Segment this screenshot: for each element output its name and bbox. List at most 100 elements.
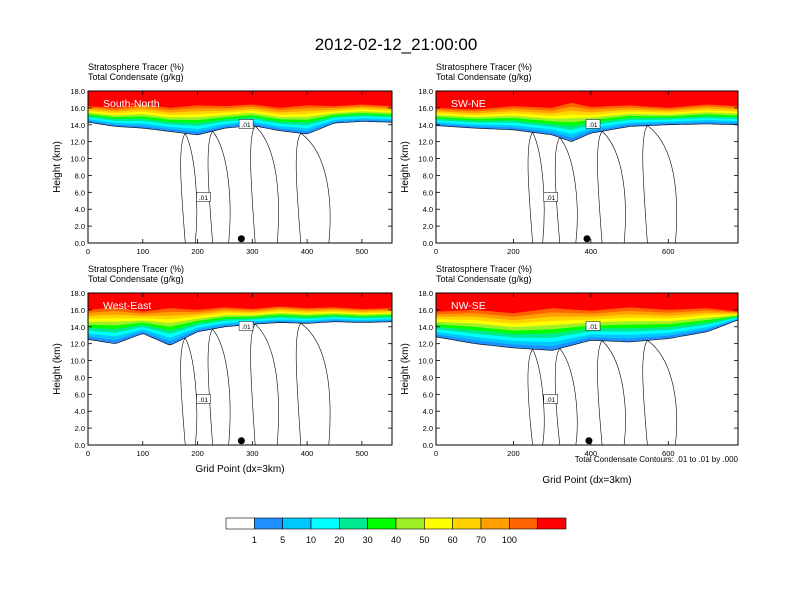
colorbar-label: 40 — [391, 535, 401, 545]
y-tick-label: 18.0 — [418, 289, 433, 298]
y-axis-label: Height (km) — [52, 343, 63, 395]
y-tick-label: 14.0 — [70, 121, 85, 130]
colorbar-label: 60 — [448, 535, 458, 545]
panel-west-east: Stratosphere Tracer (%)Total Condensate … — [52, 264, 393, 475]
colorbar-label: 50 — [419, 535, 429, 545]
y-tick-label: 4.0 — [423, 407, 433, 416]
panel-var-label: Stratosphere Tracer (%) — [436, 62, 532, 72]
y-tick-label: 2.0 — [423, 222, 433, 231]
plot-frame — [435, 90, 739, 244]
y-tick-label: 6.0 — [423, 390, 433, 399]
plot-frame — [87, 292, 393, 446]
colorbar-label: 20 — [334, 535, 344, 545]
tracer-field: .01 .01 — [436, 91, 738, 243]
tracer-band — [436, 91, 738, 110]
contour-label: .01 — [199, 397, 208, 404]
plot-frame — [87, 90, 393, 244]
contour-label: .01 — [589, 122, 598, 129]
y-tick-label: 14.0 — [70, 323, 85, 332]
y-tick-label: 6.0 — [75, 188, 85, 197]
y-tick-label: 12.0 — [70, 340, 85, 349]
panel-var-label: Total Condensate (g/kg) — [88, 274, 184, 284]
y-tick-label: 10.0 — [418, 357, 433, 366]
panel-var-label: Total Condensate (g/kg) — [88, 72, 184, 82]
condensate-contour — [180, 337, 198, 445]
y-tick-label: 12.0 — [418, 340, 433, 349]
panel-var-label: Stratosphere Tracer (%) — [436, 264, 532, 274]
x-tick-label: 600 — [662, 247, 675, 256]
tracer-field: .01 .01 — [88, 293, 392, 445]
tracer-field: .01 .01 — [88, 91, 392, 243]
x-tick-label: 0 — [434, 449, 438, 458]
x-tick-label: 200 — [191, 449, 204, 458]
condensate-contour — [642, 340, 677, 445]
condensate-contour — [250, 125, 279, 243]
contour-label-box — [543, 394, 559, 404]
y-tick-label: 12.0 — [70, 138, 85, 147]
condensate-contour — [207, 328, 231, 445]
tracer-field: .01 .01 — [436, 293, 738, 445]
tracer-band — [436, 293, 738, 314]
location-marker — [585, 437, 593, 445]
y-tick-label: 10.0 — [418, 155, 433, 164]
y-tick-label: 10.0 — [70, 357, 85, 366]
x-tick-label: 100 — [137, 247, 150, 256]
colorbar-swatch — [509, 517, 538, 530]
condensate-contour — [597, 130, 626, 243]
colorbar-swatch — [282, 517, 312, 530]
panel-title: South-North — [103, 98, 160, 110]
plot-frame — [435, 292, 739, 446]
panel-nw-se: Stratosphere Tracer (%)Total Condensate … — [400, 264, 739, 486]
y-tick-label: 16.0 — [418, 104, 433, 113]
contour-label: .01 — [242, 122, 251, 129]
x-tick-label: 400 — [585, 247, 598, 256]
x-tick-label: 400 — [301, 247, 314, 256]
y-tick-label: 16.0 — [418, 306, 433, 315]
panel-title: NW-SE — [451, 300, 486, 312]
panel-south-north: Stratosphere Tracer (%)Total Condensate … — [52, 62, 393, 256]
panel-var-label: Stratosphere Tracer (%) — [88, 62, 184, 72]
colorbar-label: 30 — [363, 535, 373, 545]
panels: Stratosphere Tracer (%)Total Condensate … — [52, 62, 739, 486]
condensate-contour — [527, 131, 545, 243]
y-tick-label: 18.0 — [70, 87, 85, 96]
colorbar-swatch — [310, 517, 340, 530]
panel-sw-ne: Stratosphere Tracer (%)Total Condensate … — [400, 62, 739, 256]
contour-label: .01 — [242, 324, 251, 331]
y-tick-label: 2.0 — [75, 222, 85, 231]
contour-label-box — [196, 192, 211, 202]
condensate-contour — [295, 322, 331, 445]
x-tick-label: 0 — [86, 247, 90, 256]
x-tick-label: 0 — [434, 247, 438, 256]
x-tick-label: 300 — [246, 247, 259, 256]
colorbar-swatch — [424, 517, 453, 530]
y-tick-label: 18.0 — [418, 87, 433, 96]
contour-label-box — [585, 321, 601, 331]
contour-label-box — [238, 321, 254, 331]
y-tick-label: 0.0 — [75, 441, 85, 450]
tracer-band — [88, 91, 392, 108]
colorbar-swatch — [395, 517, 425, 530]
contour-label-box — [585, 119, 601, 129]
panel-var-label: Stratosphere Tracer (%) — [88, 264, 184, 274]
x-tick-label: 600 — [662, 449, 675, 458]
colorbar-label: 70 — [476, 535, 486, 545]
contour-label: .01 — [589, 324, 598, 331]
y-tick-label: 6.0 — [75, 390, 85, 399]
condensate-contour — [180, 132, 198, 243]
x-tick-label: 300 — [246, 449, 259, 458]
condensate-contour — [436, 123, 738, 142]
condensate-contour — [597, 340, 626, 445]
colorbar-swatch — [537, 517, 567, 530]
x-tick-label: 0 — [86, 449, 90, 458]
tracer-band — [88, 293, 392, 312]
panel-var-label: Total Condensate (g/kg) — [436, 72, 532, 82]
colorbar-swatch — [254, 517, 283, 530]
y-tick-label: 8.0 — [423, 171, 433, 180]
y-tick-label: 12.0 — [418, 138, 433, 147]
y-tick-label: 2.0 — [75, 424, 85, 433]
condensate-contour — [554, 137, 578, 243]
location-marker — [237, 235, 245, 243]
x-axis-label: Grid Point (dx=3km) — [195, 464, 284, 475]
